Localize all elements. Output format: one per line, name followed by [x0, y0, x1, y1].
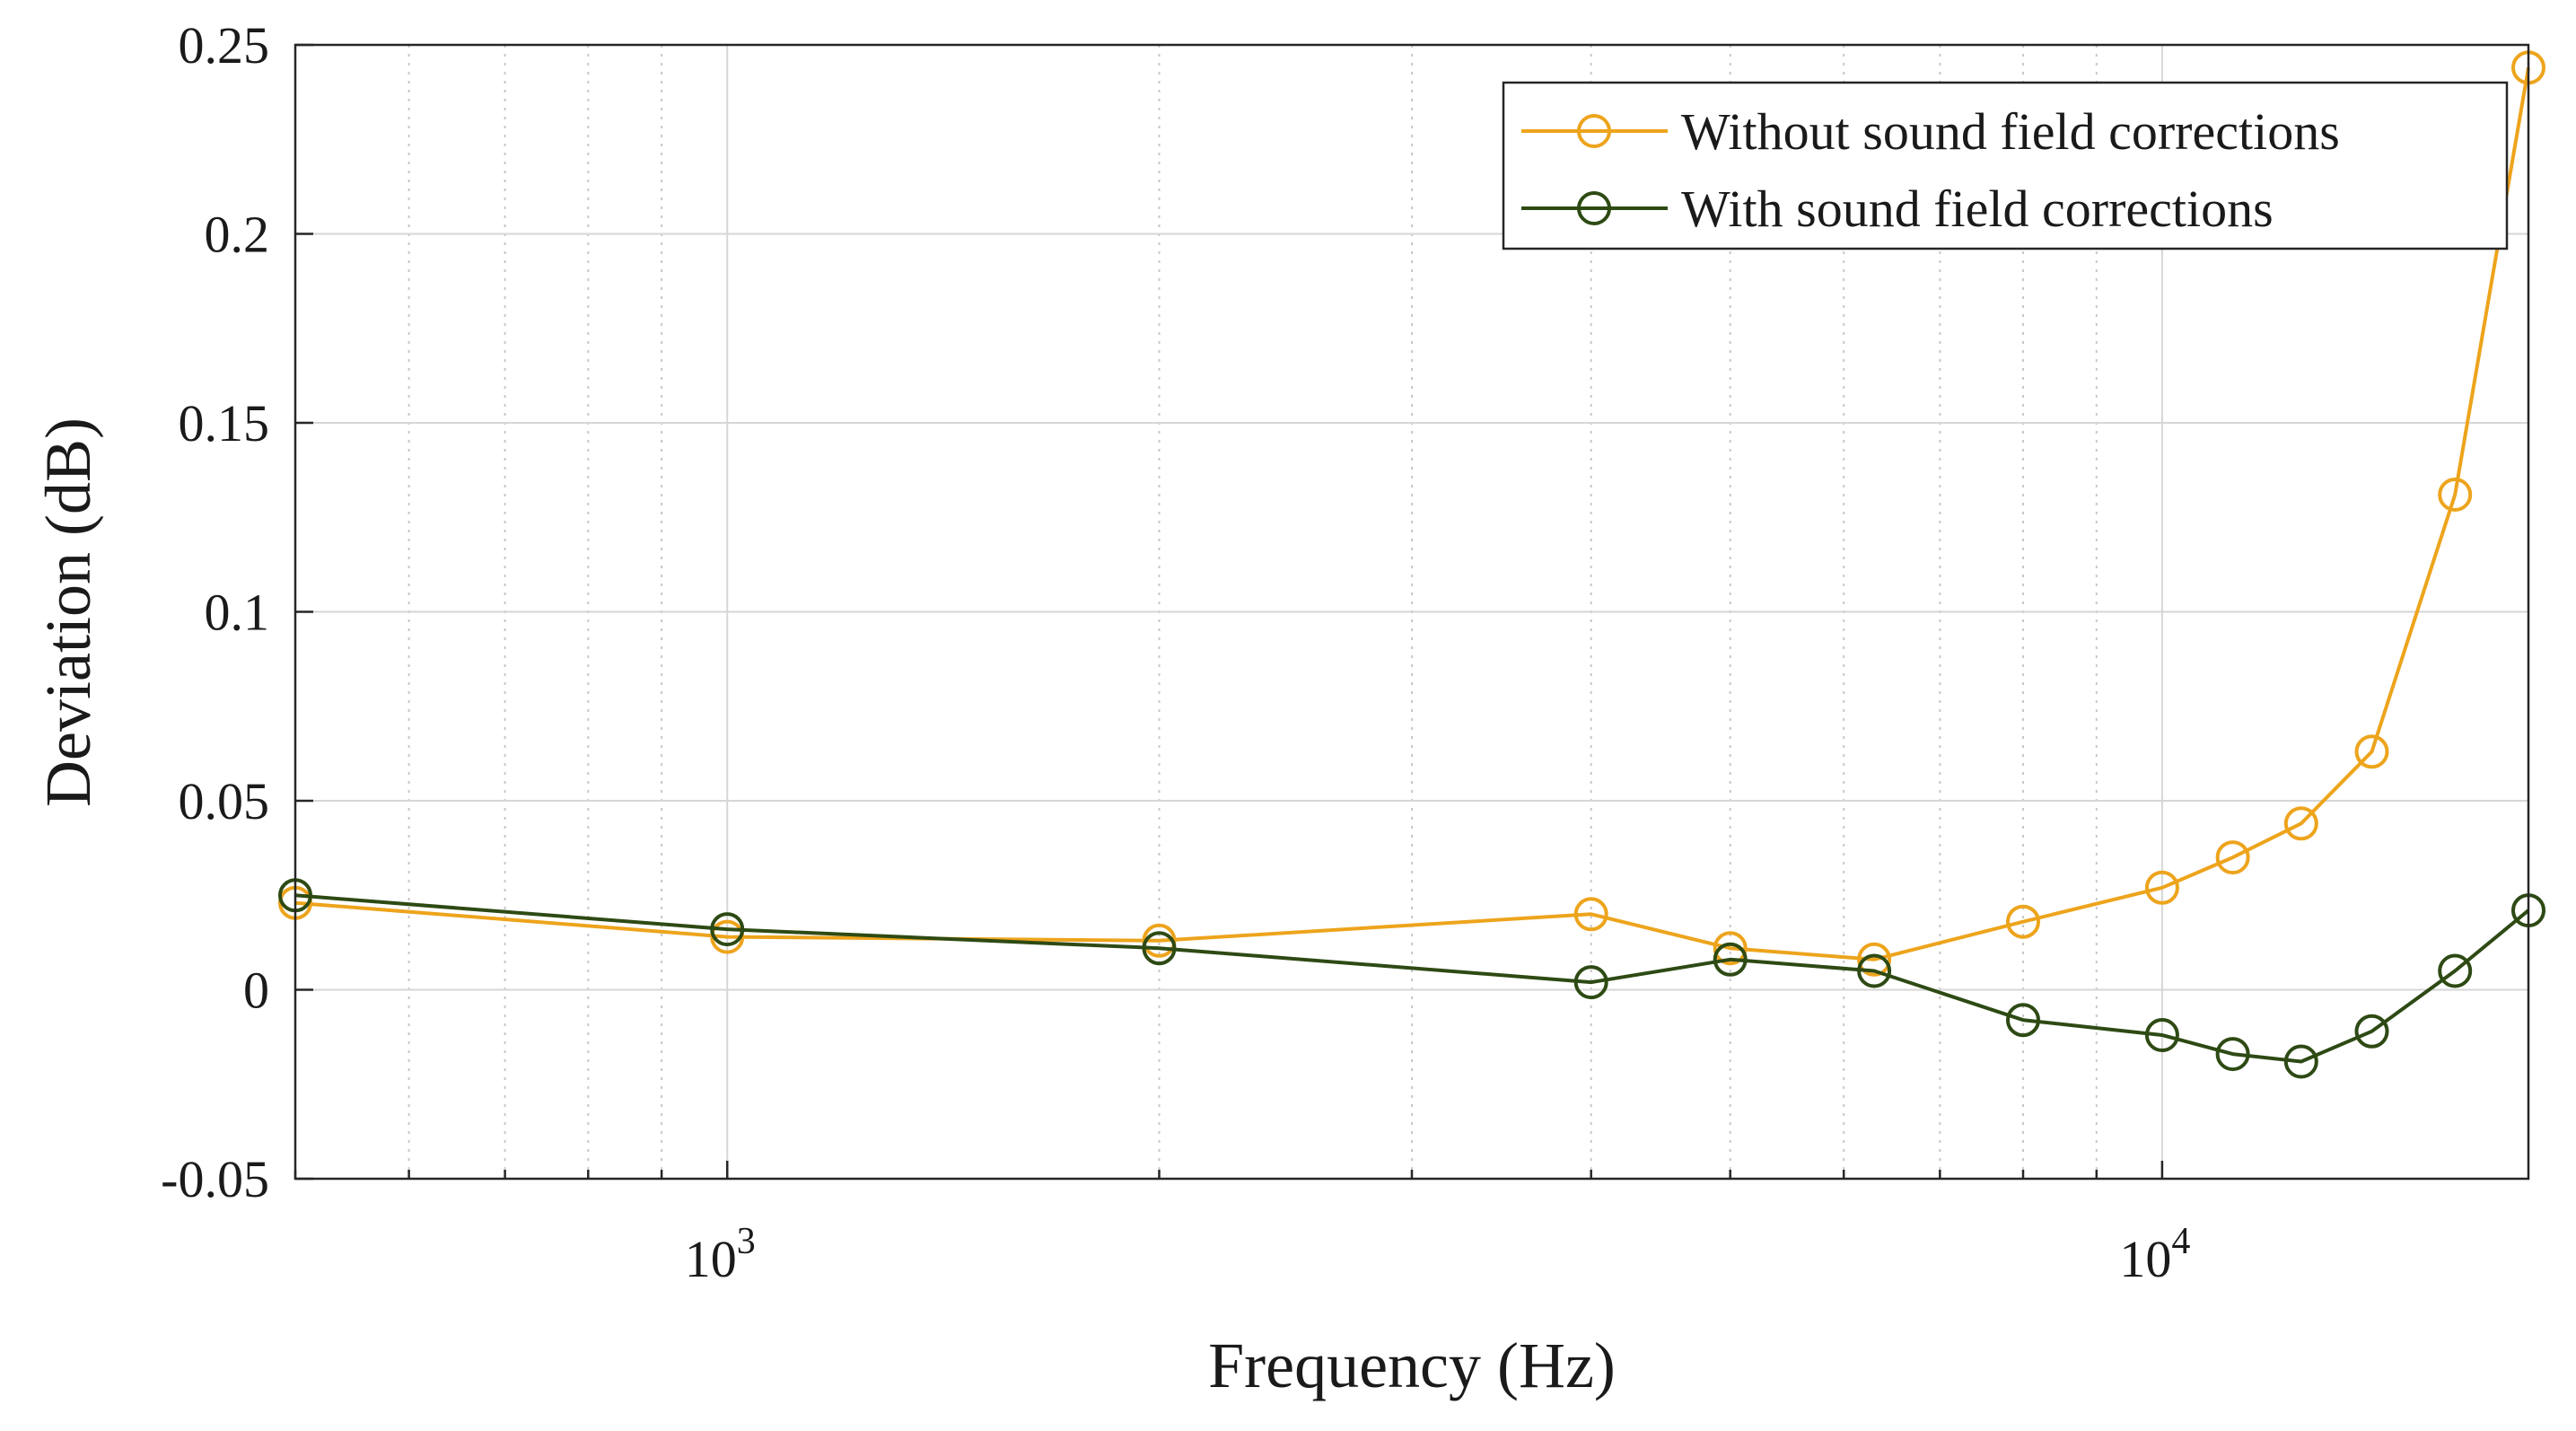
data-point-with-corrections [2283, 1044, 2318, 1079]
y-tick-label: 0.1 [205, 584, 270, 642]
data-point-without-corrections [1573, 897, 1608, 932]
legend-box [1502, 81, 2509, 250]
y-tick-label: 0 [243, 961, 269, 1020]
y-tick-label: -0.05 [161, 1150, 269, 1208]
x-tick-label-base: 10 [685, 1230, 737, 1288]
legend: Without sound field corrections With sou… [1502, 81, 2509, 250]
data-point-without-corrections [2438, 478, 2473, 512]
legend-marker-without-corrections [1577, 114, 1611, 148]
y-tick-label: 0.05 [179, 772, 270, 830]
series-without-corrections [278, 50, 2545, 977]
x-tick-label-base: 10 [2119, 1230, 2171, 1288]
x-tick-label: 103 [685, 1221, 756, 1288]
legend-label-with-corrections: With sound field corrections [1681, 180, 2274, 238]
data-point-with-corrections [2354, 1014, 2389, 1049]
series-line-without-corrections [294, 66, 2530, 961]
data-point-with-corrections [2144, 1018, 2179, 1052]
data-point-without-corrections [2283, 806, 2318, 841]
data-point-with-corrections [1573, 965, 1608, 1000]
data-point-without-corrections [1713, 931, 1748, 966]
y-axis-title: Deviation (dB) [32, 417, 104, 807]
data-point-with-corrections [1857, 953, 1892, 988]
data-point-without-corrections [2215, 840, 2250, 875]
x-tick-label: 104 [2119, 1221, 2190, 1288]
data-point-with-corrections [2006, 1003, 2040, 1038]
data-point-without-corrections [2354, 734, 2389, 769]
legend-label-without-corrections: Without sound field corrections [1681, 102, 2340, 161]
series-layer [278, 50, 2545, 1079]
y-tick-label: 0.2 [205, 206, 270, 264]
data-point-with-corrections [2438, 953, 2473, 988]
y-tick-label: 0.15 [179, 394, 270, 452]
data-point-with-corrections [1713, 942, 1748, 977]
x-axis-title: Frequency (Hz) [1208, 1330, 1616, 1401]
data-point-without-corrections [2006, 904, 2040, 939]
x-tick-label-exponent: 3 [737, 1221, 756, 1262]
data-point-with-corrections [2215, 1037, 2250, 1072]
data-point-with-corrections [1142, 931, 1177, 966]
data-point-without-corrections [710, 919, 745, 954]
y-tick-label: 0.25 [179, 16, 270, 75]
legend-marker-with-corrections [1577, 191, 1611, 225]
series-line-with-corrections [294, 893, 2530, 1064]
axis-ticks [294, 43, 2164, 1181]
data-point-without-corrections [2144, 870, 2179, 905]
data-point-without-corrections [1857, 942, 1892, 977]
series-with-corrections [278, 878, 2545, 1079]
data-point-with-corrections [710, 912, 745, 947]
x-tick-label-exponent: 4 [2171, 1221, 2190, 1262]
